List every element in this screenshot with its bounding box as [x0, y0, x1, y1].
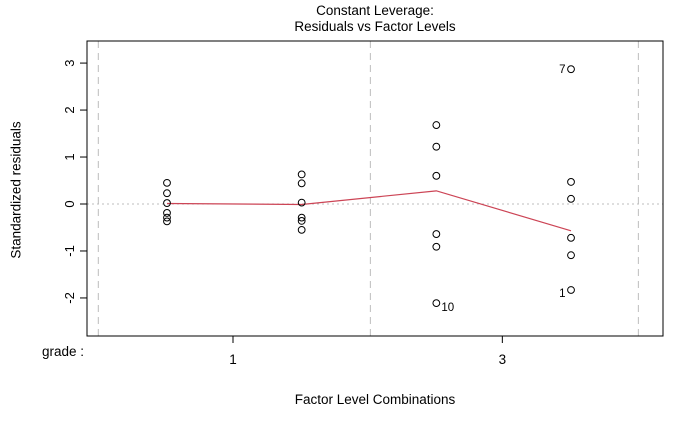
plot-box — [86, 40, 664, 337]
point-label: 10 — [441, 302, 454, 314]
data-point — [297, 179, 306, 188]
chart-title: Constant Leverage: Residuals vs Factor L… — [87, 3, 663, 35]
chart-title-line-2: Residuals vs Factor Levels — [294, 19, 456, 34]
data-point — [163, 217, 171, 226]
y-axis-tick-label: 2 — [62, 106, 77, 113]
data-point — [297, 225, 306, 234]
factor-name-label: grade : — [42, 344, 85, 359]
data-point — [297, 217, 306, 225]
data-point — [567, 178, 575, 186]
data-point — [297, 170, 306, 179]
y-axis-tick-label: 3 — [62, 59, 77, 66]
data-point — [432, 242, 441, 251]
data-point — [432, 142, 441, 151]
x-axis-tick-label: 1 — [229, 352, 237, 367]
data-point — [163, 189, 171, 198]
data-point — [567, 251, 575, 260]
x-axis-label: Factor Level Combinations — [294, 392, 456, 407]
data-point — [567, 194, 575, 203]
data-point — [567, 286, 575, 294]
data-point — [567, 65, 575, 74]
data-point — [163, 213, 171, 222]
data-point — [567, 233, 575, 242]
y-axis-tick-label: -2 — [62, 292, 77, 304]
y-axis-tick-label: -1 — [62, 245, 77, 257]
data-point — [163, 178, 171, 187]
data-point — [432, 299, 441, 308]
trend-line — [166, 190, 572, 232]
y-axis-label: Standardized residuals — [8, 121, 24, 259]
chart-title-line-1: Constant Leverage: — [316, 3, 434, 18]
data-point — [432, 230, 441, 238]
data-point — [163, 209, 171, 217]
data-point — [163, 199, 171, 207]
data-point — [432, 171, 441, 180]
x-axis-tick-label: 3 — [499, 352, 507, 367]
y-axis-tick-label: 1 — [62, 153, 77, 160]
data-point — [297, 213, 306, 222]
data-point — [432, 121, 441, 129]
point-label: 7 — [559, 64, 565, 76]
point-label: 1 — [559, 288, 565, 300]
data-point — [297, 198, 306, 207]
y-axis-tick-label: 0 — [62, 200, 77, 207]
